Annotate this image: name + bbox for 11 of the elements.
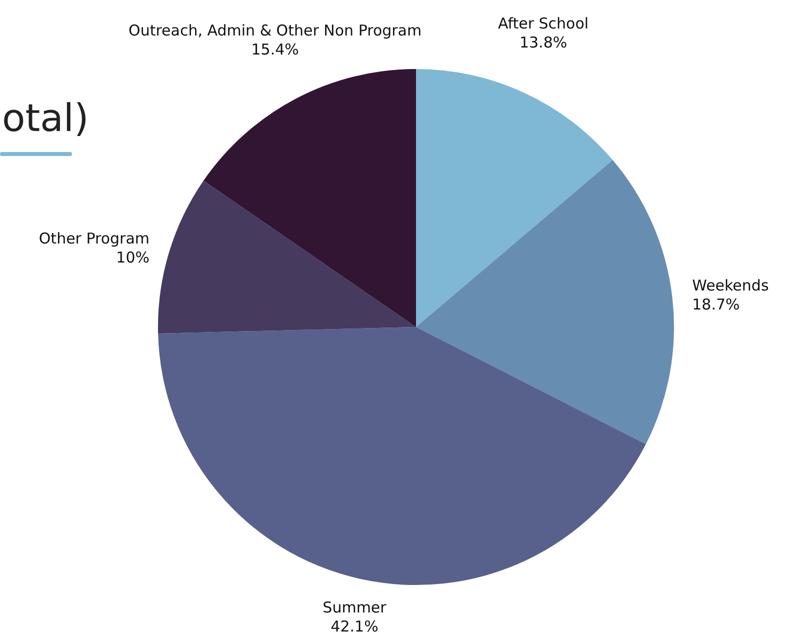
data-label: 10% bbox=[116, 248, 150, 266]
slice-label: Other Program bbox=[38, 229, 150, 248]
data-label: 18.7% bbox=[692, 295, 740, 314]
slice-label: Weekends bbox=[692, 276, 769, 294]
data-label: 15.4% bbox=[251, 40, 299, 58]
data-label: 42.1% bbox=[330, 618, 378, 636]
slice-label: Outreach, Admin & Other Non Program bbox=[128, 21, 422, 40]
slice-label: After School bbox=[498, 14, 589, 33]
text: otal) bbox=[2, 96, 89, 140]
slice-label: Summer bbox=[322, 598, 388, 617]
data-label: 13.8% bbox=[519, 34, 568, 52]
